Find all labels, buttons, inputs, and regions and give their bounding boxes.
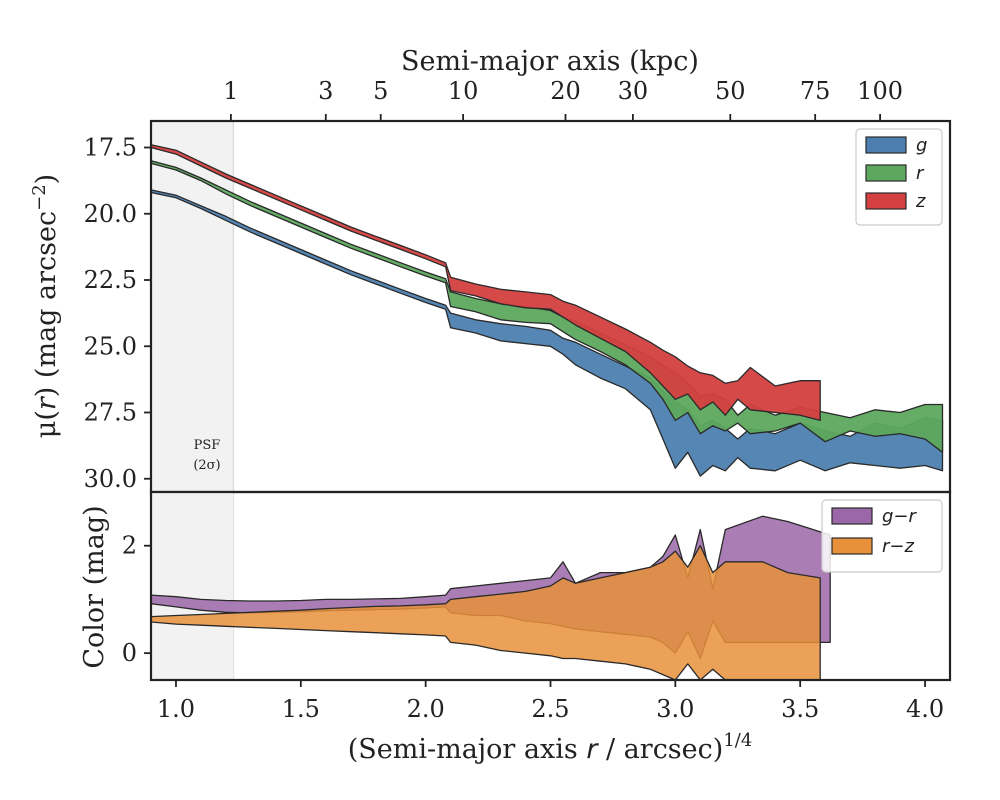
legend-swatch-g−r [831, 507, 873, 525]
y-tick-label: 25.0 [84, 332, 137, 360]
x-tick-label: 4.0 [906, 695, 944, 723]
series-band-g [150, 189, 944, 477]
psf-label-line: (2σ) [193, 458, 220, 473]
top-tick-label: 3 [318, 77, 333, 105]
sb-panel: PSF(2σ) 17.520.022.525.027.530.0 1 3 5 10 20… [29, 77, 952, 680]
x-tick-label: 3.5 [781, 695, 819, 723]
y-tick-label: 20.0 [84, 200, 137, 228]
psf-label-line: PSF [194, 438, 221, 453]
y-tick-label: 22.5 [84, 266, 137, 294]
top-tick-label: 5 [373, 77, 388, 105]
legend-label-g−r: g−r [882, 506, 918, 527]
x-tick-label: 3.0 [656, 695, 694, 723]
series-band-z [150, 144, 821, 422]
psf-region [151, 121, 234, 492]
top-tick-label: 75 [800, 77, 831, 105]
top-tick-label: 10 [448, 77, 479, 105]
top-axis-title: Semi-major axis (kpc) [401, 46, 699, 77]
series-band-r [150, 160, 944, 453]
sb-y-axis-title: μ(r) (mag arcsec−2) [29, 174, 62, 438]
legend-swatch-r [865, 164, 907, 182]
top-tick-label: 50 [715, 77, 746, 105]
y-tick-label: 27.5 [84, 399, 137, 427]
color-panel: 02 1.0 1.5 2.0 2.5 3.0 3.5 4.0 g−rr−z Color (m… [79, 490, 952, 723]
x-tick-label: 2.5 [531, 695, 569, 723]
legend-label-r: r [916, 163, 925, 184]
top-tick-label: 20 [550, 77, 581, 105]
color-series-group [150, 515, 831, 681]
x-tick-label: 1.0 [157, 695, 195, 723]
bottom-axis-title: (Semi-major axis r / arcsec)1/4 [348, 730, 753, 765]
legend-swatch-r−z [831, 537, 873, 555]
y-tick-label: 2 [122, 532, 137, 560]
sb-y-ticks: 17.5 20.0 22.5 25.0 27.5 30.0 [84, 134, 151, 493]
kpc-top-ticks: 1 3 5 10 20 30 50 75 100 [223, 77, 903, 121]
x-tick-label: 2.0 [407, 695, 445, 723]
x-tick-label: 1.5 [282, 695, 320, 723]
top-tick-label: 100 [857, 77, 903, 105]
series-band-r−z [150, 545, 821, 681]
top-tick-label: 30 [618, 77, 649, 105]
legend-swatch-g [865, 136, 907, 154]
legend-label-r−z: r−z [882, 536, 914, 557]
psf-region-color [151, 492, 234, 680]
color-legend: g−r r−z [821, 499, 943, 573]
color-y-axis-title: Color (mag) [79, 505, 110, 668]
y-tick-label: 17.5 [84, 134, 137, 162]
sb-legend: grz [855, 128, 943, 226]
top-tick-label: 1 [223, 77, 238, 105]
legend-label-g: g [916, 135, 927, 156]
x-ticks: 1.0 1.5 2.0 2.5 3.0 3.5 4.0 [157, 680, 944, 723]
sb-series-group [150, 144, 944, 477]
legend-swatch-z [865, 192, 907, 210]
y-tick-label: 0 [122, 639, 137, 667]
legend-label-z: z [915, 191, 926, 212]
y-tick-label: 30.0 [84, 465, 137, 493]
color-y-ticks: 02 [122, 532, 151, 667]
